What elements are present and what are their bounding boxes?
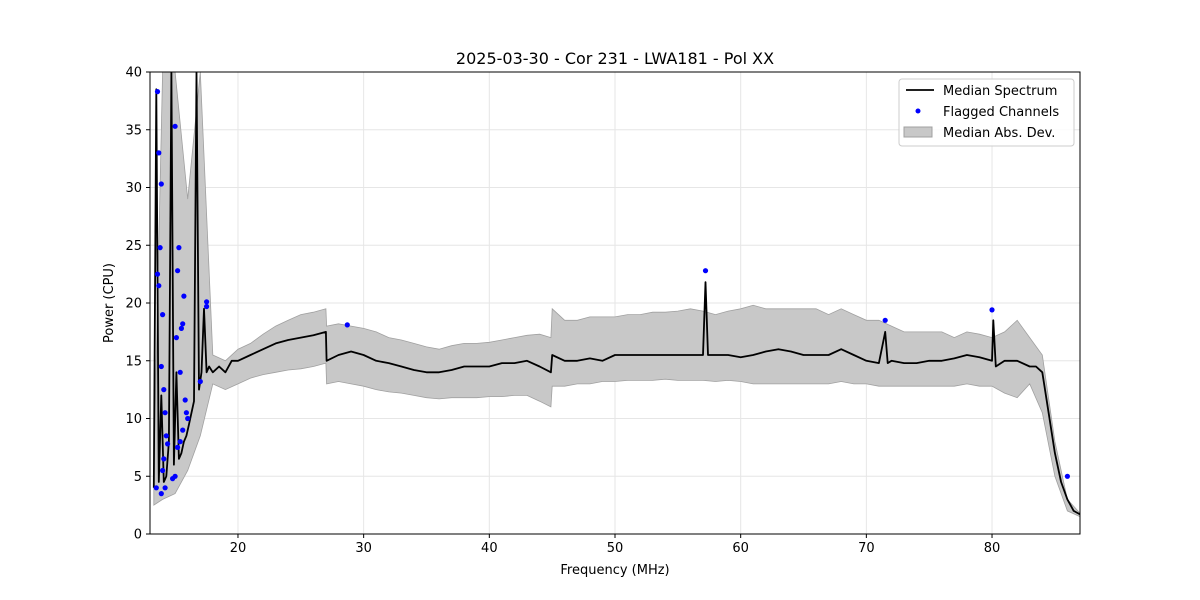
x-tick-label: 80 [984, 541, 1001, 556]
median-line-layer [152, 72, 1080, 516]
x-tick-label: 30 [355, 541, 372, 556]
y-axis-ticks: 0 5 10 15 20 25 30 35 40 [125, 66, 150, 543]
flagged-channel-point [185, 415, 191, 422]
y-tick-label: 25 [125, 239, 142, 254]
flagged-channel-point [165, 441, 171, 447]
flagged-channel-point [170, 476, 176, 482]
flagged-channel-point [154, 271, 161, 277]
y-tick-label: 20 [125, 297, 142, 312]
flagged-channel-point [175, 444, 181, 450]
flagged-channel-point [176, 245, 182, 251]
flagged-channel-point [156, 150, 162, 156]
flagged-channel-point [158, 181, 164, 187]
legend: Median Spectrum Flagged Channels Median … [898, 78, 1075, 147]
y-tick-label: 15 [125, 354, 142, 369]
flagged-channel-point [177, 369, 183, 375]
flagged-channel-point [180, 427, 186, 433]
flagged-channel-point [173, 335, 179, 341]
x-tick-label: 50 [607, 541, 624, 556]
flagged-channel-point [1064, 473, 1070, 479]
flagged-channel-point [344, 322, 350, 328]
x-axis-label: Frequency (MHz) [560, 563, 669, 578]
flagged-channel-point [158, 491, 164, 497]
flagged-channel-point [160, 312, 166, 318]
flagged-channel-point [204, 299, 210, 305]
flagged-channel-point [161, 456, 167, 462]
chart-title: 2025-03-30 - Cor 231 - LWA181 - Pol XX [456, 49, 774, 68]
y-tick-label: 5 [134, 470, 142, 485]
y-tick-label: 30 [125, 181, 142, 196]
flagged-channel-point [172, 123, 178, 129]
median-spectrum-line [152, 72, 1080, 516]
flagged-channel-point [702, 268, 709, 274]
legend-mad-swatch [903, 126, 933, 138]
flagged-channel-point [153, 485, 159, 491]
flagged-channel-point [177, 439, 183, 445]
x-axis-ticks: 20 30 40 50 60 70 80 [230, 534, 1001, 556]
flagged-channel-point [157, 245, 163, 251]
y-tick-label: 40 [125, 66, 142, 81]
legend-box [898, 78, 1075, 147]
flagged-channel-point [181, 293, 187, 299]
flagged-channel-point [989, 307, 995, 313]
flagged-channel-point [204, 303, 210, 310]
flagged-channel-point [162, 485, 168, 491]
legend-median-label: Median Spectrum [943, 84, 1057, 99]
flagged-channel-point [162, 410, 168, 416]
flagged-channel-point [163, 433, 169, 439]
flagged-channel-point [158, 363, 164, 370]
y-tick-label: 35 [125, 123, 142, 138]
y-axis-label: Power (CPU) [102, 263, 117, 343]
flagged-channel-point [197, 378, 203, 385]
mad-band-layer [153, 72, 1080, 518]
flagged-channel-point [156, 283, 162, 289]
flagged-channel-point [160, 467, 166, 474]
flagged-channel-point [178, 325, 184, 331]
flagged-channel-point [180, 321, 186, 327]
x-tick-label: 20 [230, 541, 247, 556]
x-tick-label: 70 [858, 541, 875, 556]
x-tick-label: 60 [732, 541, 749, 556]
y-tick-label: 10 [125, 412, 142, 427]
flagged-channel-point [154, 89, 161, 95]
flagged-channel-point [882, 317, 888, 323]
flagged-channel-point [183, 410, 189, 416]
flagged-channel-point [175, 268, 181, 274]
y-tick-label: 0 [134, 528, 142, 543]
flagged-channel-point [161, 387, 167, 393]
flagged-channel-point [182, 397, 188, 403]
flagged-points-layer [153, 89, 1070, 497]
legend-flagged-swatch [915, 108, 921, 114]
x-tick-label: 40 [481, 541, 498, 556]
legend-mad-label: Median Abs. Dev. [943, 126, 1055, 141]
legend-flagged-label: Flagged Channels [943, 105, 1059, 120]
mad-band [153, 72, 1080, 518]
